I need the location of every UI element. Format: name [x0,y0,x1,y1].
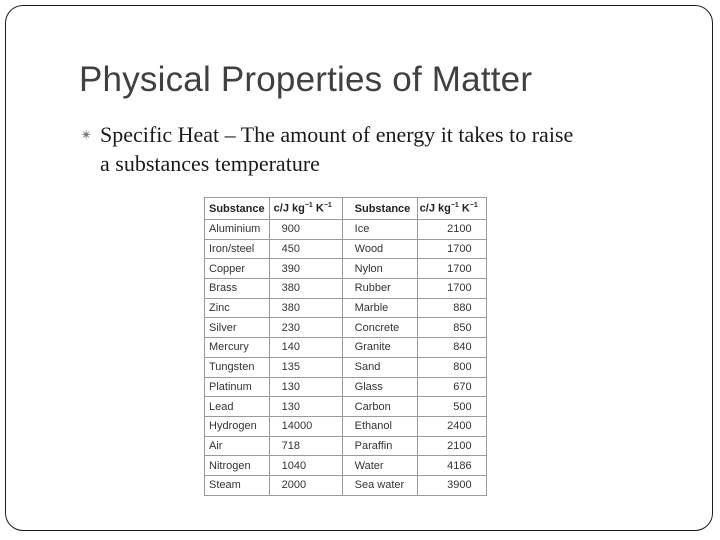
cell-substance-2: Sand [341,356,418,378]
table-row: Copper 390 Nylon 1700 [204,258,487,280]
bullet-text-1: Specific Heat – The amount of energy it … [100,122,574,147]
cell-substance-1: Tungsten [204,356,270,378]
cell-substance-2: Nylon [341,258,418,280]
cell-substance-2: Paraffin [341,435,418,457]
cell-substance-1: Nitrogen [204,455,270,476]
cell-substance-2: Rubber [341,278,418,299]
specific-heat-table: Substance c/J kg−1 K−1 Substance c/J kg−… [204,197,487,496]
table-row: Platinum 130 Glass 670 [204,376,487,398]
cell-substance-1: Copper [204,258,270,280]
cell-substance-2: Granite [341,337,418,358]
cell-value-1: 718 [268,435,343,457]
cell-value-2: 1700 [416,258,487,280]
cell-value-2: 2400 [416,415,487,437]
bullet-line-1: ✴ Specific Heat – The amount of energy it… [80,121,680,150]
cell-value-2: 2100 [416,435,487,457]
cell-substance-1: Air [204,435,270,457]
bullet-point: ✴ Specific Heat – The amount of energy it… [80,121,680,178]
cell-substance-2: Concrete [341,317,418,339]
header-unit-1: c/J kg−1 K−1 [268,197,343,220]
cell-substance-1: Hydrogen [204,415,270,437]
table-row: Tungsten 135 Sand 800 [204,356,487,378]
cell-substance-2: Sea water [341,474,418,496]
table-row: Hydrogen 14000 Ethanol 2400 [204,415,487,437]
cell-value-1: 130 [268,396,343,417]
table-row: Brass 380 Rubber 1700 [204,278,487,299]
cell-value-1: 140 [268,337,343,358]
cell-substance-2: Ice [341,219,418,240]
cell-substance-1: Lead [204,396,270,417]
cell-value-2: 1700 [416,238,487,260]
cell-substance-2: Wood [341,238,418,260]
slide-title: Physical Properties of Matter [79,60,533,99]
cell-substance-2: Carbon [341,396,418,417]
table-header-row: Substance c/J kg−1 K−1 Substance c/J kg−… [204,197,487,220]
cell-value-1: 380 [268,278,343,299]
table-row: Zinc 380 Marble 880 [204,297,487,319]
cell-value-1: 2000 [268,474,343,496]
cell-value-1: 380 [268,297,343,319]
cell-value-2: 500 [416,396,487,417]
table-row: Silver 230 Concrete 850 [204,317,487,339]
table-row: Steam 2000 Sea water 3900 [204,474,487,496]
cell-value-1: 900 [268,219,343,240]
cell-value-2: 840 [416,337,487,358]
slide-frame [5,5,713,531]
cell-value-2: 3900 [416,474,487,496]
cell-value-2: 2100 [416,219,487,240]
header-substance-2: Substance [341,197,418,220]
cell-substance-1: Brass [204,278,270,299]
cell-substance-2: Water [341,455,418,476]
cell-value-1: 230 [268,317,343,339]
cell-value-1: 130 [268,376,343,398]
cell-value-1: 14000 [268,415,343,437]
cell-value-1: 450 [268,238,343,260]
cell-substance-1: Silver [204,317,270,339]
header-unit-2: c/J kg−1 K−1 [416,197,487,220]
cell-value-1: 135 [268,356,343,378]
cell-substance-1: Zinc [204,297,270,319]
cell-substance-2: Glass [341,376,418,398]
cell-value-2: 800 [416,356,487,378]
header-substance-1: Substance [204,197,270,220]
table-row: Aluminium 900 Ice 2100 [204,219,487,240]
table-row: Mercury 140 Granite 840 [204,337,487,358]
table-row: Lead 130 Carbon 500 [204,396,487,417]
cell-substance-1: Steam [204,474,270,496]
cell-value-2: 670 [416,376,487,398]
bullet-text-2: a substances temperature [100,151,320,176]
cell-value-2: 880 [416,297,487,319]
cell-substance-2: Ethanol [341,415,418,437]
cell-substance-1: Iron/steel [204,238,270,260]
cell-value-2: 4186 [416,455,487,476]
cell-substance-2: Marble [341,297,418,319]
cell-value-1: 390 [268,258,343,280]
table-row: Nitrogen 1040 Water 4186 [204,455,487,476]
bullet-icon: ✴ [80,128,93,144]
cell-substance-1: Aluminium [204,219,270,240]
cell-value-1: 1040 [268,455,343,476]
table-row: Iron/steel 450 Wood 1700 [204,238,487,260]
cell-value-2: 1700 [416,278,487,299]
cell-value-2: 850 [416,317,487,339]
table-row: Air 718 Paraffin 2100 [204,435,487,457]
cell-substance-1: Platinum [204,376,270,398]
cell-substance-1: Mercury [204,337,270,358]
